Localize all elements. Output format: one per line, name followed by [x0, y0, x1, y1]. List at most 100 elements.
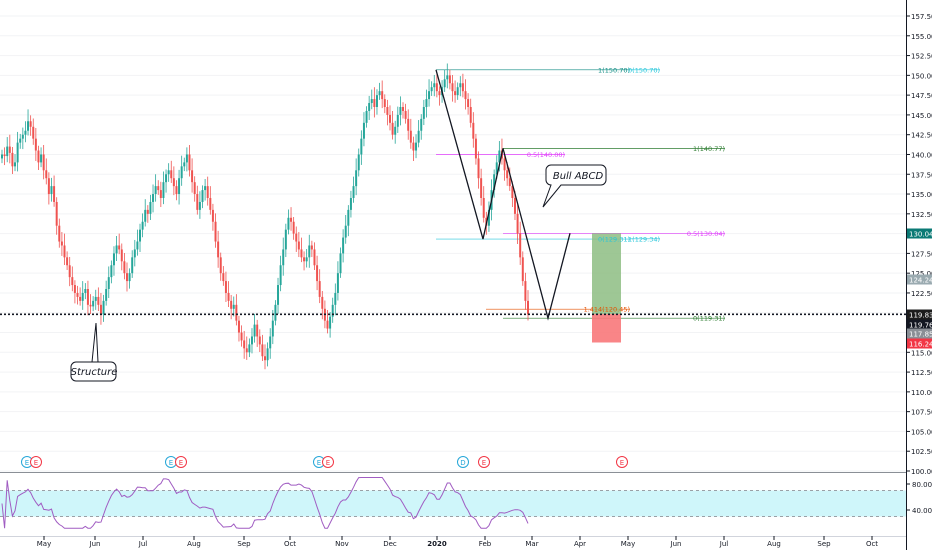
time-tick-label: Jul	[138, 540, 148, 548]
candle	[235, 294, 238, 326]
price-label-text: 117.85	[909, 331, 932, 339]
candle	[300, 237, 303, 263]
candle	[396, 106, 399, 133]
candle	[115, 235, 118, 261]
time-axis[interactable]: May Jun Jul Aug Sep Oct Nov Dec 2020 Feb Mar Apr May…	[37, 536, 879, 548]
candle	[8, 134, 11, 164]
candle	[248, 338, 251, 358]
candle	[274, 300, 277, 326]
candle	[336, 261, 339, 301]
candle	[128, 268, 131, 289]
price-label: 116.24	[907, 338, 932, 349]
fib-level-label: 0.5(130.04)	[687, 230, 725, 238]
fib-level-label: 1(140.77)	[693, 145, 725, 153]
candle	[19, 133, 22, 149]
time-tick-label: Aug	[767, 540, 781, 548]
candle	[308, 234, 311, 268]
candle	[503, 152, 506, 181]
candle	[362, 112, 365, 147]
candle	[321, 290, 324, 320]
candle	[102, 294, 105, 322]
candle	[58, 218, 61, 248]
candle	[261, 334, 264, 362]
candle	[99, 292, 102, 325]
candle	[185, 147, 188, 172]
event-marker[interactable]: E	[30, 456, 42, 468]
candle	[438, 86, 441, 106]
candle	[201, 185, 204, 209]
candle	[277, 277, 280, 314]
time-tick-label: Jun	[89, 540, 101, 548]
candle	[373, 87, 376, 118]
candle	[71, 266, 74, 292]
candle	[157, 180, 160, 195]
time-tick-label: May	[621, 540, 635, 548]
price-label-text: 119.83	[909, 312, 932, 320]
time-tick-label: Apr	[574, 540, 586, 548]
candle	[97, 287, 100, 311]
candle	[347, 205, 350, 237]
candle	[29, 115, 32, 136]
event-marker-label: E	[326, 459, 330, 467]
candle	[250, 328, 253, 354]
candle	[383, 94, 386, 114]
candle	[474, 133, 477, 165]
candle	[120, 243, 123, 271]
candle	[172, 166, 175, 196]
candle	[89, 294, 92, 315]
candle	[469, 98, 472, 128]
event-marker-label: E	[482, 459, 486, 467]
price-label: 119.76	[907, 319, 932, 330]
candle	[368, 95, 371, 120]
price-label: 119.83	[907, 309, 932, 320]
event-marker[interactable]: E	[175, 456, 187, 468]
candle	[316, 255, 319, 291]
event-marker[interactable]: E	[322, 456, 334, 468]
candle	[40, 147, 43, 168]
candle	[139, 223, 142, 252]
candle	[256, 319, 259, 347]
event-marker[interactable]: E	[313, 456, 325, 468]
candle	[219, 252, 222, 281]
candle	[110, 260, 113, 284]
candle	[79, 287, 82, 306]
event-marker[interactable]: D	[457, 456, 469, 468]
candle	[355, 158, 358, 196]
candle	[344, 215, 347, 244]
candle	[45, 158, 48, 185]
price-tick-label: 107.50	[911, 409, 932, 417]
fib-level-label: 0(119.31)	[693, 315, 725, 323]
candle	[47, 172, 50, 205]
event-marker-label: E	[169, 459, 173, 467]
candle	[125, 262, 128, 292]
price-tick-label: 152.50	[911, 53, 932, 61]
candle	[339, 247, 342, 278]
event-marker[interactable]: E	[165, 456, 177, 468]
time-tick-label: Feb	[479, 540, 492, 548]
candle	[365, 106, 368, 128]
candle	[141, 213, 144, 238]
time-tick-label: Dec	[383, 540, 397, 548]
candle	[464, 79, 467, 110]
position-stop-zone	[592, 314, 621, 343]
candle	[237, 315, 240, 342]
time-tick-label: Sep	[237, 540, 251, 548]
candle	[279, 255, 282, 292]
candle	[55, 197, 58, 235]
candle	[204, 179, 207, 201]
candle	[425, 89, 428, 118]
event-marker[interactable]: E	[478, 456, 490, 468]
candle	[378, 82, 381, 100]
time-tick-label: Oct	[284, 540, 296, 548]
event-marker[interactable]: E	[616, 456, 628, 468]
candle	[454, 80, 457, 103]
rsi-tick-label: 40.00	[912, 507, 932, 515]
fib-level-label: 0.5(140.00)	[527, 151, 565, 159]
price-tick-label: 132.50	[911, 211, 932, 219]
candle	[428, 79, 431, 107]
candle	[68, 256, 71, 287]
candle	[482, 186, 485, 223]
candle	[133, 239, 136, 267]
price-label-text: 130.04	[909, 231, 932, 239]
price-label: 124.24	[907, 274, 932, 285]
